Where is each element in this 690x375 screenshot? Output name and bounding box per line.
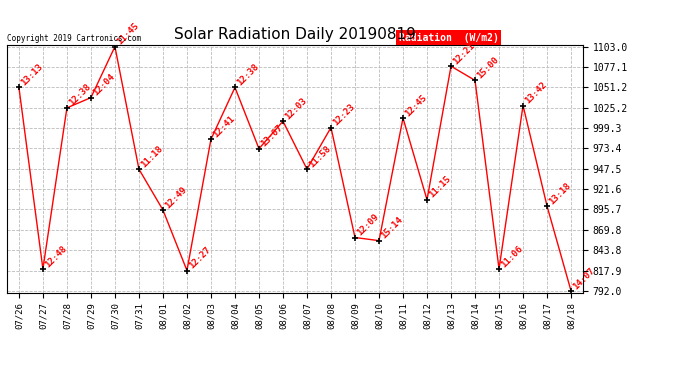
Text: 12:27: 12:27 <box>187 245 213 270</box>
Text: 11:15: 11:15 <box>427 174 453 200</box>
Text: 13:07: 13:07 <box>259 123 284 149</box>
Text: 13:18: 13:18 <box>547 181 573 206</box>
Text: 12:41: 12:41 <box>211 114 236 139</box>
Text: Radiation  (W/m2): Radiation (W/m2) <box>399 33 499 42</box>
Text: 12:49: 12:49 <box>163 184 188 210</box>
Text: 15:00: 15:00 <box>475 55 500 80</box>
Text: 14:07: 14:07 <box>571 266 596 291</box>
Text: 12:48: 12:48 <box>43 243 68 269</box>
Text: Copyright 2019 Cartronics.com: Copyright 2019 Cartronics.com <box>7 33 141 42</box>
Text: 15:14: 15:14 <box>379 215 404 241</box>
Text: 13:42: 13:42 <box>523 80 549 105</box>
Text: 13:13: 13:13 <box>19 62 44 87</box>
Text: 12:04: 12:04 <box>91 72 117 98</box>
Text: 11:45: 11:45 <box>115 21 140 46</box>
Text: 12:21: 12:21 <box>451 41 476 66</box>
Text: 11:18: 11:18 <box>139 144 164 169</box>
Text: 12:38: 12:38 <box>67 82 92 108</box>
Text: 12:09: 12:09 <box>355 212 380 237</box>
Text: 12:38: 12:38 <box>235 62 260 87</box>
Text: 11:58: 11:58 <box>307 144 333 169</box>
Text: 12:45: 12:45 <box>403 93 428 118</box>
Title: Solar Radiation Daily 20190819: Solar Radiation Daily 20190819 <box>174 27 416 42</box>
Text: 12:23: 12:23 <box>331 102 356 128</box>
Text: 11:06: 11:06 <box>499 243 524 269</box>
Text: 12:03: 12:03 <box>283 96 308 121</box>
